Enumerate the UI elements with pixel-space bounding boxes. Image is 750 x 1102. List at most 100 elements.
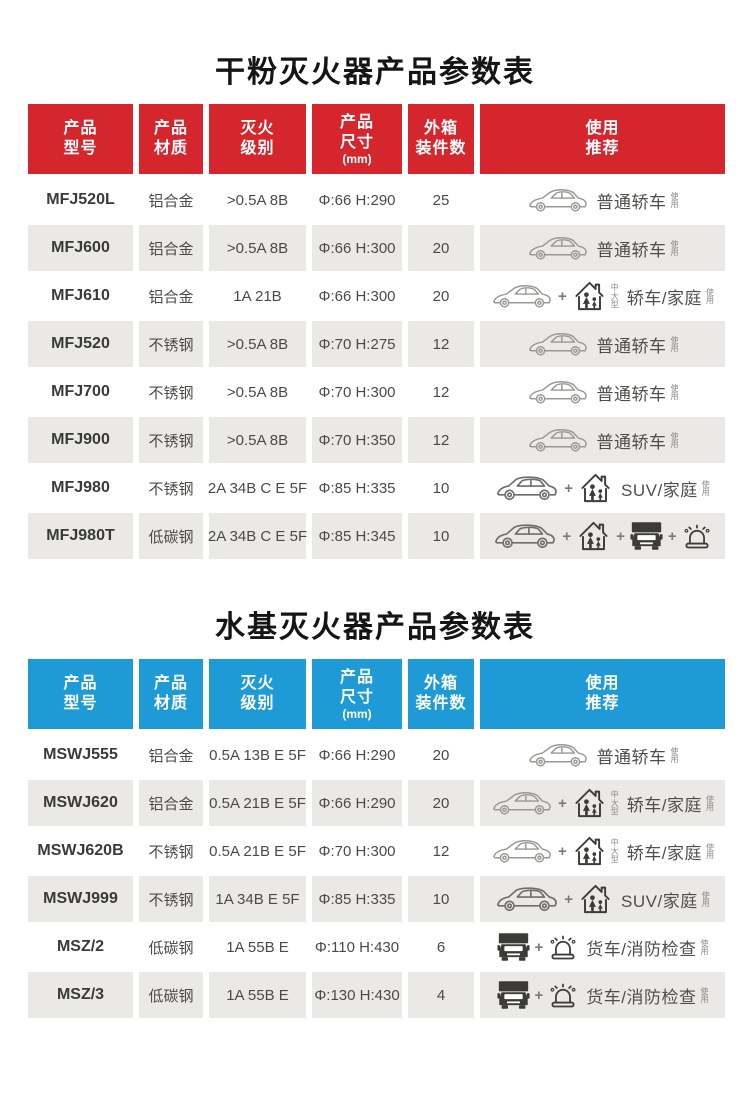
usage-note: 使用 (700, 986, 709, 1004)
fire-extinguisher-spec-sheet: 干粉灭火器产品参数表 产品 型号 产品 材质 灭火 级别 产品 尺寸 (mm) 外箱 装件数 使用 推荐… (0, 52, 750, 1102)
product-row-MSWJ999: MSWJ999 不锈钢 1A 34B E 5F Φ:85 H:335 10 + SUV/家庭… (28, 876, 750, 922)
rating-value: 1A 55B E (226, 938, 289, 956)
recommendation-label: 普通轿车 (596, 384, 667, 404)
plus-separator: + (564, 479, 574, 497)
qty-value: 20 (432, 746, 450, 764)
rating-value: >0.5A 8B (209, 321, 306, 367)
size-class-note: 中大型 (610, 838, 619, 865)
qty-value: 6 (436, 938, 446, 956)
qty-value: 10 (408, 513, 474, 559)
plus-separator: + (534, 986, 544, 1004)
size-value: Φ:70 H:300 (318, 842, 396, 860)
qty-value: 10 (408, 876, 474, 922)
rating-value: 2A 34B C E 5F (207, 479, 308, 497)
size-value: Φ:70 H:275 (312, 321, 402, 367)
rating-value: 0.5A 13B E 5F (209, 746, 306, 764)
recommendation: + 中大型轿车/家庭使用 (480, 273, 725, 319)
rating-value: 1A 55B E (209, 972, 306, 1018)
model-value: MSWJ620 (28, 780, 133, 826)
size-value: Φ:66 H:300 (312, 225, 402, 271)
dry-powder-table-body: MFJ520L 铝合金 >0.5A 8B Φ:66 H:290 25 普通轿车使用 MFJ6… (28, 177, 750, 559)
recommendation-label: 普通轿车 (596, 240, 667, 260)
plus-separator: + (667, 527, 677, 545)
qty-value: 12 (432, 383, 450, 401)
size-value: Φ:110 H:430 (314, 938, 400, 956)
column-header-material: 产品 材质 (139, 659, 203, 729)
truck-icon (497, 932, 530, 962)
recommendation-label: 普通轿车 (596, 432, 667, 452)
rating-value: 1A 21B (233, 287, 282, 305)
material-value: 铝合金 (139, 225, 203, 271)
usage-note: 使用 (670, 335, 679, 353)
recommendation-label: 轿车/家庭 (626, 843, 702, 863)
usage-note: 使用 (670, 431, 679, 449)
material-value: 铝合金 (148, 288, 194, 306)
house-family-icon (572, 785, 607, 821)
material-value: 铝合金 (148, 192, 194, 210)
usage-note: 使用 (670, 746, 679, 764)
rating-value: >0.5A 8B (209, 417, 306, 463)
recommendation: 普通轿车使用 (480, 321, 725, 367)
rating-value: >0.5A 8B (209, 225, 306, 271)
column-header-model: 产品 型号 (28, 659, 133, 729)
product-row-MSWJ555: MSWJ555 铝合金 0.5A 13B E 5F Φ:66 H:290 20 普通轿车使… (28, 732, 750, 778)
suv-car-icon (493, 521, 557, 551)
usage-note: 使用 (670, 239, 679, 257)
siren-beacon-icon (548, 934, 578, 961)
water-based-table-section: 水基灭火器产品参数表 产品 型号 产品 材质 灭火 级别 产品 尺寸 (mm) 外箱 装件数 使用 推荐… (0, 607, 750, 1018)
model-value: MFJ980T (28, 513, 133, 559)
column-header-qty: 外箱 装件数 (408, 659, 474, 729)
model-value: MFJ900 (28, 417, 133, 463)
product-row-MSZ/3: MSZ/3 低碳钢 1A 55B E Φ:130 H:430 4 + 货车/消防检查使用 (28, 972, 750, 1018)
rating-value: 0.5A 21B E 5F (209, 780, 306, 826)
recommendation-label: SUV/家庭 (621, 480, 698, 500)
recommendation-label: 轿车/家庭 (626, 795, 702, 815)
model-value: MFJ700 (51, 383, 110, 400)
usage-note: 使用 (706, 794, 714, 812)
recommendation: + 中大型轿车/家庭使用 (480, 780, 725, 826)
sedan-car-icon (491, 837, 553, 865)
column-header-qty: 外箱 装件数 (408, 104, 474, 174)
usage-note: 使用 (701, 479, 710, 497)
plus-separator: + (534, 938, 544, 956)
water-based-table-body: MSWJ555 铝合金 0.5A 13B E 5F Φ:66 H:290 20 普通轿车使… (28, 732, 750, 1018)
material-value: 低碳钢 (148, 939, 194, 957)
truck-icon (497, 980, 530, 1010)
model-value: MSWJ555 (43, 746, 118, 763)
column-header-rating: 灭火 级别 (209, 104, 306, 174)
recommendation: 普通轿车使用 (480, 369, 725, 415)
usage-note: 使用 (701, 890, 710, 908)
sedan-car-icon (527, 330, 589, 358)
suv-car-icon (495, 473, 559, 503)
dry-powder-header-row: 产品 型号 产品 材质 灭火 级别 产品 尺寸 (mm) 外箱 装件数 使用 推荐 (28, 104, 750, 174)
house-family-icon (572, 833, 607, 869)
size-value: Φ:70 H:350 (312, 417, 402, 463)
material-value: 铝合金 (148, 747, 194, 765)
size-class-note: 中大型 (610, 283, 619, 310)
dry-powder-table-section: 干粉灭火器产品参数表 产品 型号 产品 材质 灭火 级别 产品 尺寸 (mm) 外箱 装件数 使用 推荐… (0, 52, 750, 559)
water-based-table-title: 水基灭火器产品参数表 (215, 611, 535, 644)
sedan-car-icon (527, 378, 589, 406)
house-family-icon (572, 278, 607, 314)
recommendation: 普通轿车使用 (480, 225, 725, 271)
product-row-MFJ980: MFJ980 不锈钢 2A 34B C E 5F Φ:85 H:335 10 + SUV/家… (28, 465, 750, 511)
qty-value: 20 (408, 225, 474, 271)
model-value: MSZ/3 (28, 972, 133, 1018)
product-row-MSWJ620B: MSWJ620B 不锈钢 0.5A 21B E 5F Φ:70 H:300 12 + 中大型… (28, 828, 750, 874)
column-header-model: 产品 型号 (28, 104, 133, 174)
sedan-car-icon (527, 741, 589, 769)
column-header-recommend: 使用 推荐 (480, 104, 725, 174)
size-value: Φ:70 H:300 (318, 383, 396, 401)
qty-value: 12 (432, 842, 450, 860)
material-value: 不锈钢 (148, 843, 194, 861)
rating-value: 1A 34B E 5F (209, 876, 306, 922)
model-value: MFJ610 (51, 287, 110, 304)
recommendation-label: 普通轿车 (596, 192, 667, 212)
plus-separator: + (558, 794, 567, 812)
usage-note: 使用 (706, 287, 714, 305)
plus-separator: + (564, 890, 574, 908)
material-value: 不锈钢 (148, 384, 194, 402)
recommendation-label: 普通轿车 (596, 747, 667, 767)
recommendation-label: SUV/家庭 (621, 891, 698, 911)
recommendation: + SUV/家庭使用 (480, 876, 725, 922)
